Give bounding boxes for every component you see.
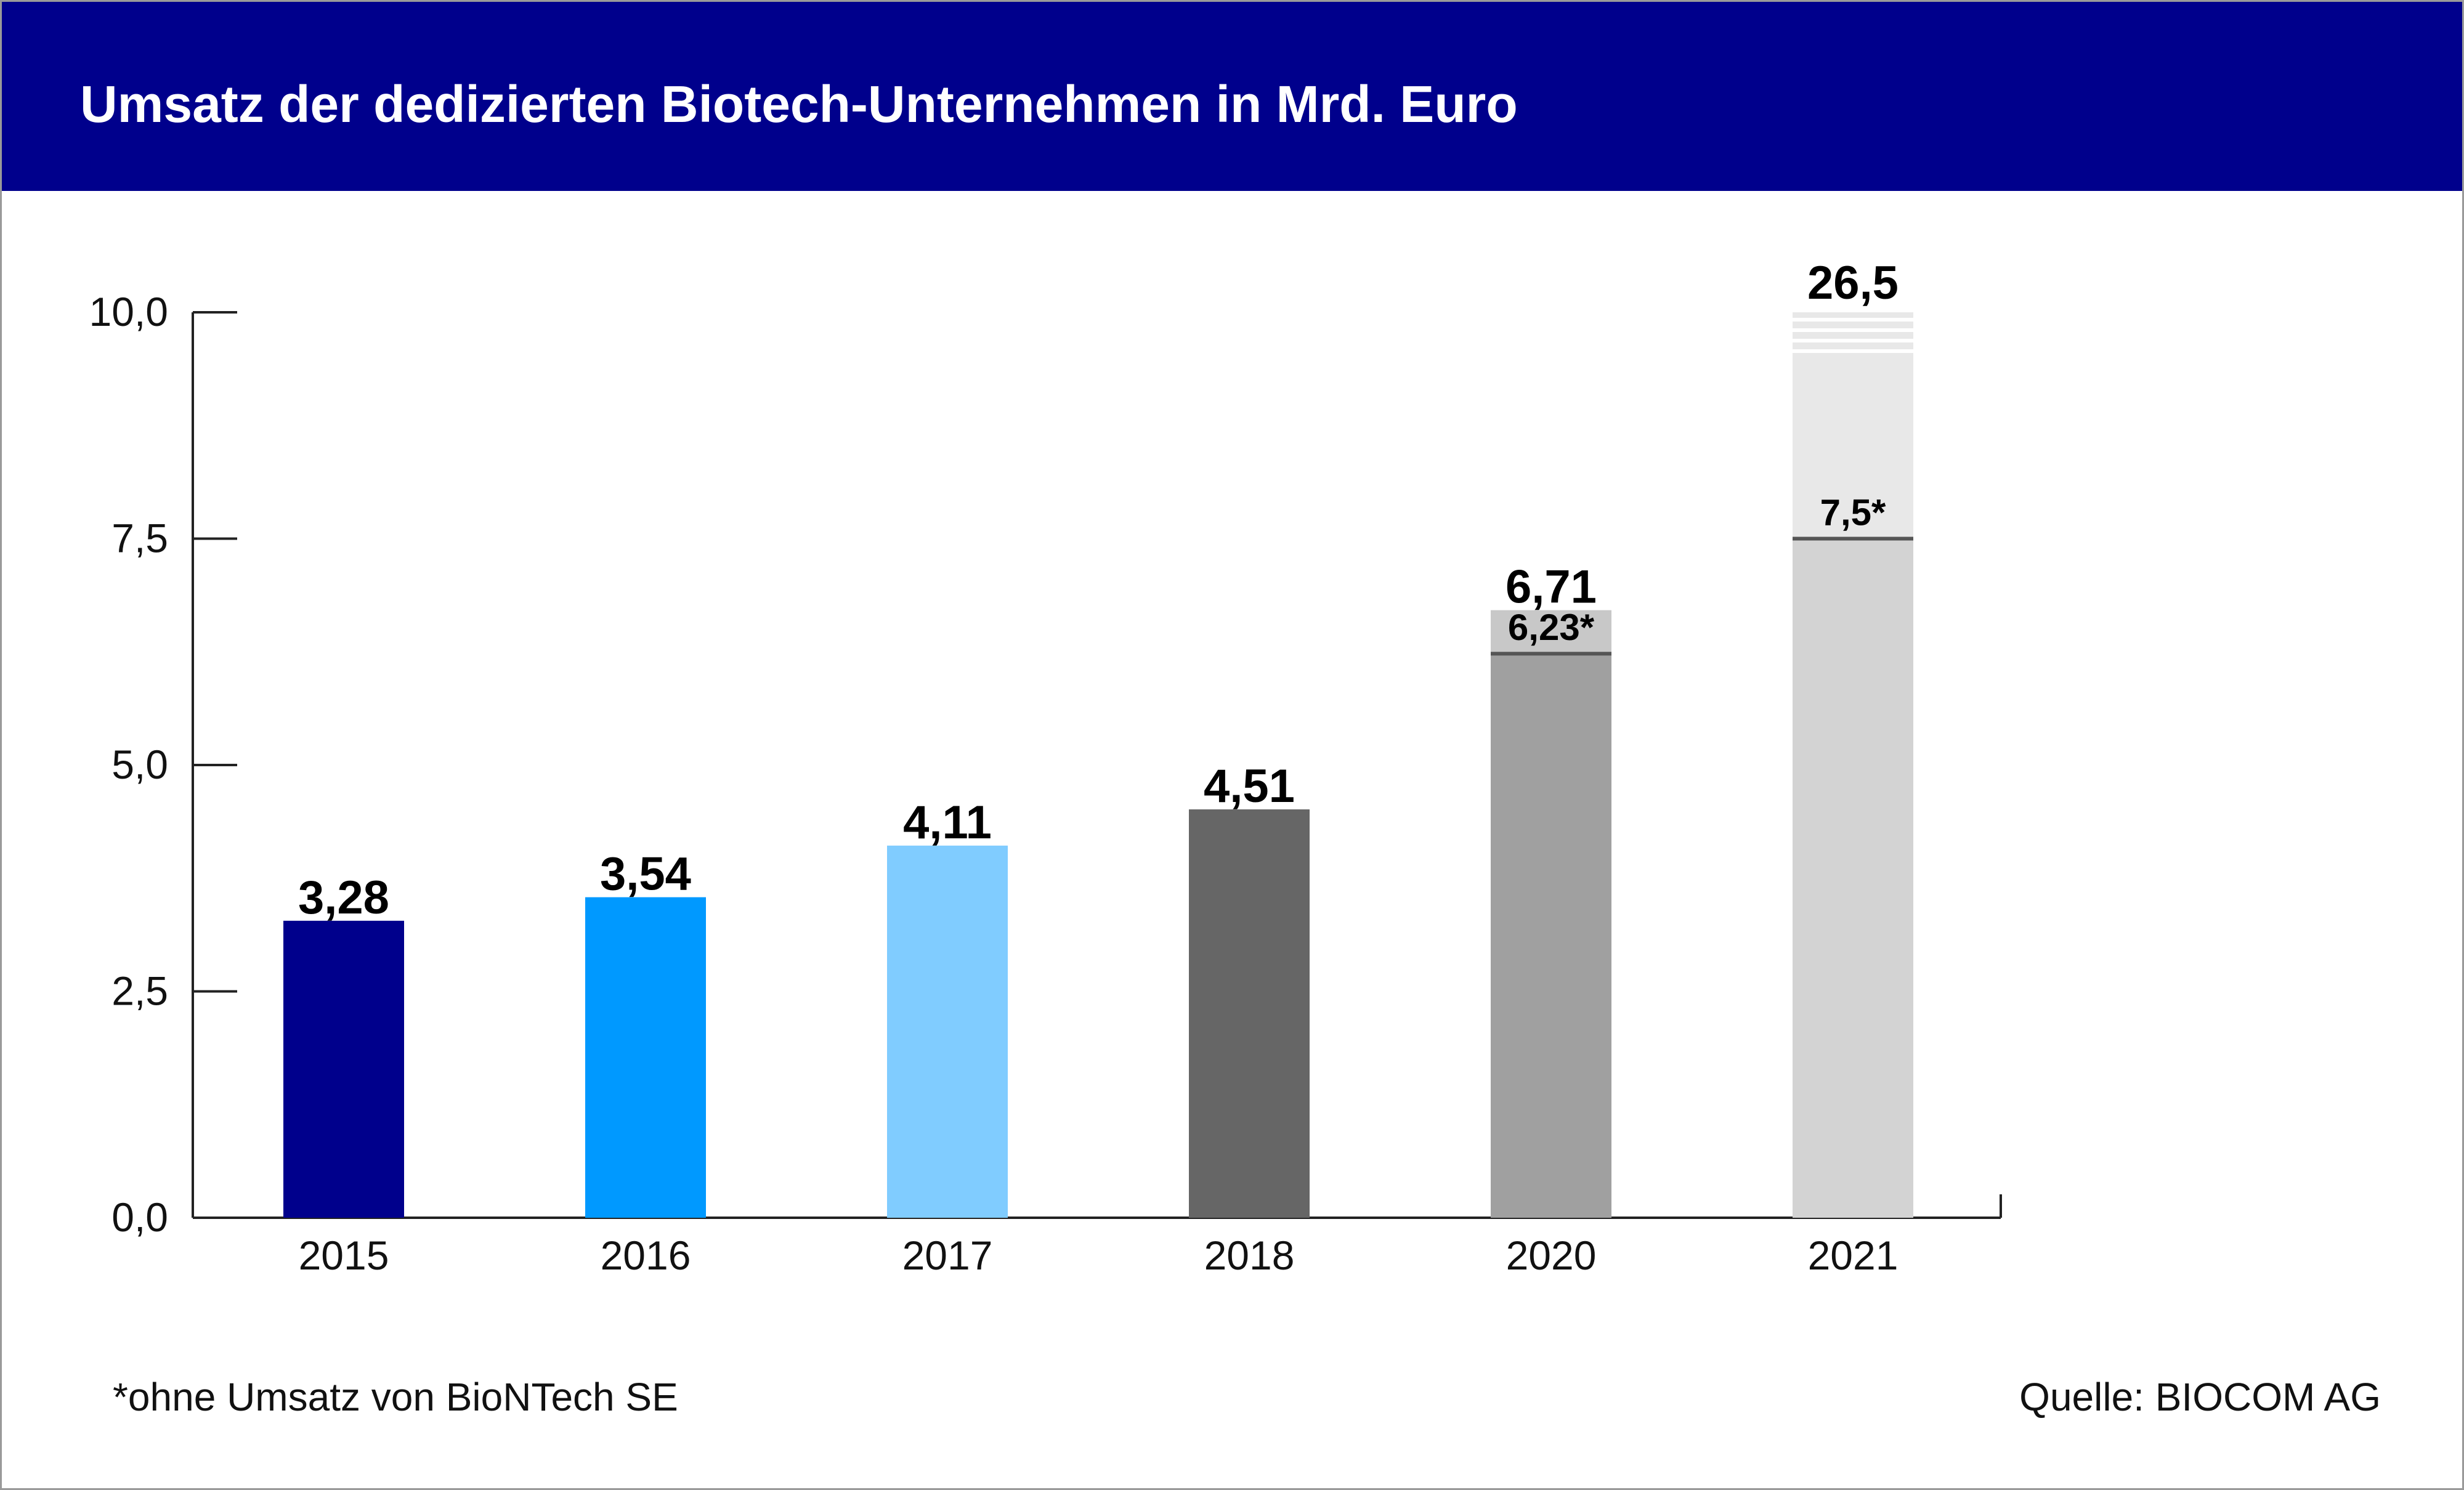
value-label: 4,11 — [903, 796, 992, 849]
category-label: 2017 — [902, 1233, 993, 1278]
sub-value-label: 7,5* — [1820, 492, 1886, 533]
bar — [1189, 809, 1310, 1218]
bars — [283, 312, 1913, 1218]
y-tick-label: 2,5 — [111, 968, 168, 1014]
footnote: *ohne Umsatz von BioNTech SE — [113, 1375, 678, 1419]
category-label: 2015 — [299, 1233, 389, 1278]
y-tick-label: 7,5 — [111, 516, 168, 561]
source-note: Quelle: BIOCOM AG — [2019, 1375, 2381, 1419]
y-tick-label: 10,0 — [89, 289, 168, 334]
category-label: 2018 — [1204, 1233, 1295, 1278]
value-label: 3,54 — [600, 848, 691, 901]
value-label: 3,28 — [298, 872, 389, 924]
bar — [887, 845, 1008, 1218]
labels: 3,28 2015 3,54 2016 4,11 2017 4,51 2018 6,23*6,7… — [298, 257, 1899, 1278]
value-label: 4,51 — [1204, 760, 1295, 812]
category-label: 2021 — [1808, 1233, 1899, 1278]
value-label: 26,5 — [1807, 257, 1899, 309]
bar — [1491, 654, 1611, 1218]
axes: 0,0 2,5 5,0 7,5 10,0 — [89, 289, 2002, 1240]
value-label: 6,71 — [1506, 561, 1597, 613]
category-label: 2016 — [601, 1233, 691, 1278]
category-label: 2020 — [1506, 1233, 1597, 1278]
bar — [283, 920, 404, 1218]
bar — [585, 897, 706, 1218]
bar-top-segment — [1491, 610, 1611, 654]
y-tick-label: 5,0 — [111, 742, 168, 787]
y-tick-label: 0,0 — [111, 1194, 168, 1240]
bar — [1793, 538, 1913, 1218]
chart-title: Umsatz der dedizierten Biotech-Unternehm… — [80, 75, 1518, 133]
sub-value-label: 6,23* — [1508, 607, 1595, 648]
title-banner: Umsatz der dedizierten Biotech-Unternehm… — [2, 2, 2462, 191]
